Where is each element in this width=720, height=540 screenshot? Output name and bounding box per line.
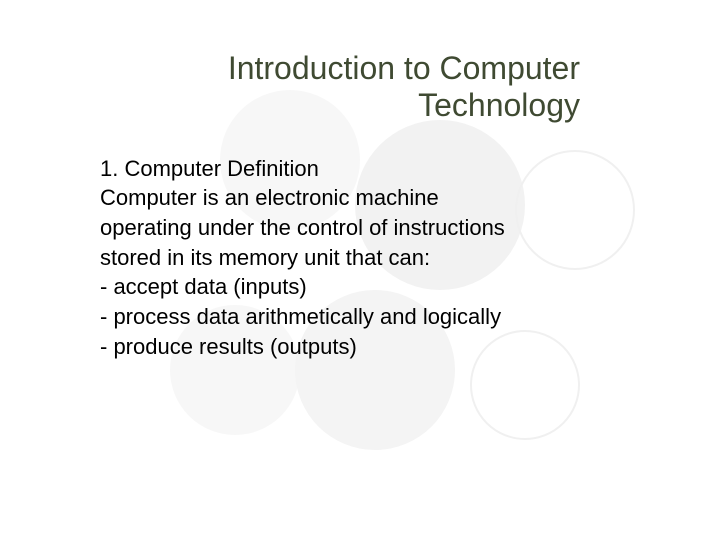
body-line: - accept data (inputs) xyxy=(100,272,640,302)
body-line: 1. Computer Definition xyxy=(100,154,640,184)
body-line: Computer is an electronic machine xyxy=(100,183,640,213)
slide-title: Introduction to Computer Technology xyxy=(0,50,720,124)
body-line: - process data arithmetically and logica… xyxy=(100,302,640,332)
title-line-2: Technology xyxy=(418,87,580,123)
body-line: - produce results (outputs) xyxy=(100,332,640,362)
title-line-1: Introduction to Computer xyxy=(228,50,580,86)
body-line: stored in its memory unit that can: xyxy=(100,243,640,273)
slide-body: 1. Computer Definition Computer is an el… xyxy=(0,154,720,362)
slide-content: Introduction to Computer Technology 1. C… xyxy=(0,0,720,361)
body-line: operating under the control of instructi… xyxy=(100,213,640,243)
